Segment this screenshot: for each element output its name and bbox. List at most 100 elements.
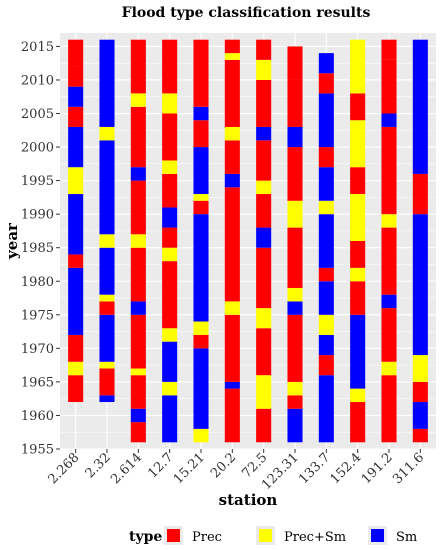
y-axis-ticks: 1955 1960 1965 1970 1975 1980 1985 1990 1995 2000… (21, 40, 60, 458)
bar-segment-72-5-prec (256, 408, 272, 443)
bar-segment-20-2-prec (224, 314, 240, 382)
bar-segment-12-7-prec (162, 173, 178, 208)
bar-segment-133-7-prec (318, 73, 334, 94)
legend-label-prec: Prec (192, 530, 222, 545)
y-tick-label: 1960 (21, 409, 54, 424)
bar-segment-20-2-prec (224, 39, 240, 54)
station-bars (68, 39, 428, 443)
bar-segment-133-7-sm (318, 93, 334, 148)
bar-segment-133-7-prec-sm (318, 200, 334, 215)
bar-segment-152-4-prec-sm (350, 388, 366, 403)
bar-segment-152-4-prec-sm (350, 120, 366, 168)
bar-segment-2-268-prec-sm (68, 167, 84, 195)
bar-segment-12-7-prec (162, 227, 178, 248)
bar-segment-15-21-prec (193, 120, 209, 148)
legend-title: type (129, 529, 162, 545)
bar-segment-191-2-prec-sm (381, 361, 397, 376)
bar-segment-72-5-prec (256, 194, 272, 228)
bar-segment-2-614-prec-sm (130, 93, 146, 107)
bar-segment-2-268-prec (68, 375, 84, 403)
bar-segment-123-31-prec-sm (287, 287, 303, 302)
bar-segment-2-32-sm (99, 140, 115, 235)
bar-segment-133-7-prec-sm (318, 314, 334, 335)
bar-segment-15-21-prec (193, 334, 209, 349)
bar-segment-2-32-sm (99, 39, 115, 127)
bar-segment-152-4-prec (350, 402, 366, 443)
bar-segment-133-7-sm (318, 375, 334, 443)
bar-segment-152-4-prec (350, 241, 366, 268)
bar-segment-12-7-prec (162, 261, 178, 329)
x-tick-label-152-4: 152.4 (328, 450, 365, 487)
y-tick-label: 2005 (21, 107, 54, 122)
legend-swatch-sm (371, 529, 384, 542)
bar-segment-72-5-sm (256, 227, 272, 248)
x-tick-label-15-21: 15.21 (171, 450, 208, 487)
bar-segment-2-268-prec (68, 66, 84, 87)
bar-segment-2-268-prec (68, 334, 84, 362)
bar-segment-311-6-prec-sm (412, 355, 428, 382)
bar-segment-2-32-sm (99, 247, 115, 295)
y-tick-label: 1990 (21, 208, 54, 223)
bar-segment-2-32-sm (99, 395, 115, 403)
bar-segment-191-2-prec-sm (381, 214, 397, 228)
y-tick-label: 1980 (21, 275, 54, 290)
bar-segment-15-21-sm (193, 348, 209, 429)
bar-segment-123-31-sm (287, 408, 303, 443)
bar-segment-2-614-prec (130, 180, 146, 235)
bar-segment-133-7-prec (318, 147, 334, 168)
bar-segment-152-4-prec-sm (350, 39, 366, 94)
bar-segment-2-32-prec (99, 301, 115, 315)
bar-segment-152-4-prec-sm (350, 267, 366, 282)
chart-title: Flood type classification results (122, 5, 371, 21)
bar-segment-133-7-sm (318, 214, 334, 268)
bar-segment-123-31-prec (287, 147, 303, 201)
bar-segment-72-5-prec (256, 79, 272, 127)
y-tick-label: 1975 (21, 308, 54, 323)
y-tick-label: 2000 (21, 141, 54, 156)
bar-segment-191-2-prec (381, 308, 397, 362)
bar-segment-20-2-prec-sm (224, 301, 240, 315)
x-tick-label-191-2: 191.2 (359, 450, 396, 487)
bar-segment-15-21-sm (193, 214, 209, 322)
bar-segment-191-2-prec (381, 375, 397, 443)
bar-segment-72-5-sm (256, 126, 272, 141)
bar-segment-15-21-prec-sm (193, 428, 209, 443)
bar-segment-12-7-sm (162, 395, 178, 443)
bar-segment-152-4-prec (350, 281, 366, 315)
bar-segment-123-31-prec (287, 79, 303, 127)
bar-segment-311-6-sm (412, 402, 428, 429)
bar-segment-12-7-prec (162, 113, 178, 161)
bar-segment-2-614-prec-sm (130, 368, 146, 376)
bar-segment-15-21-prec-sm (193, 194, 209, 201)
bar-segment-123-31-prec (287, 395, 303, 409)
bar-segment-2-614-sm (130, 408, 146, 423)
bar-segment-2-32-prec (99, 368, 115, 396)
bar-segment-2-614-prec (130, 375, 146, 409)
bar-segment-2-32-prec-sm (99, 361, 115, 369)
bar-segment-20-2-prec (224, 388, 240, 443)
y-tick-label: 2010 (21, 73, 54, 88)
bar-segment-191-2-prec (381, 227, 397, 295)
bar-segment-2-614-prec (130, 314, 146, 369)
bar-segment-191-2-prec (381, 126, 397, 215)
legend-swatch-prec (167, 529, 180, 542)
y-axis-title: year (3, 222, 21, 260)
bar-segment-133-7-sm (318, 281, 334, 315)
bar-segment-72-5-prec-sm (256, 59, 272, 80)
bar-segment-152-4-prec-sm (350, 194, 366, 241)
bar-segment-12-7-prec-sm (162, 328, 178, 342)
bar-segment-15-21-sm (193, 106, 209, 121)
bar-segment-133-7-sm (318, 53, 334, 74)
bar-segment-20-2-prec (224, 140, 240, 174)
x-tick-label-133-7: 133.7 (296, 450, 333, 487)
bar-segment-12-7-prec-sm (162, 381, 178, 396)
bar-segment-191-2-prec (381, 59, 397, 114)
x-axis-ticks: 2.268 2.322.614 12.715.21 20.2 72.5123.31133… (46, 449, 427, 493)
bar-segment-15-21-prec (193, 200, 209, 215)
bar-segment-2-268-prec (68, 106, 84, 127)
bar-segment-2-614-prec (130, 422, 146, 443)
bar-segment-72-5-prec-sm (256, 180, 272, 195)
bar-segment-72-5-prec (256, 247, 272, 309)
bar-segment-123-31-prec-sm (287, 200, 303, 228)
